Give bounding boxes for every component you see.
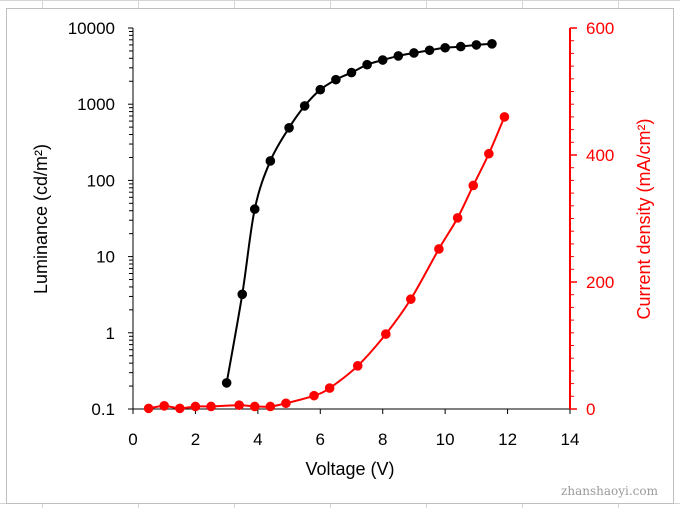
x-tick-label: 2	[191, 430, 200, 449]
y-right-axis-label: Current density (mA/cm²)	[634, 118, 654, 319]
luminance-point	[424, 45, 435, 56]
x-tick-label: 8	[378, 430, 387, 449]
luminance-point	[455, 41, 466, 52]
current-density-point	[234, 400, 244, 410]
x-tick-label: 14	[561, 430, 580, 449]
y-left-tick-label: 1000	[77, 95, 115, 114]
x-axis-label: Voltage (V)	[305, 459, 394, 479]
y-right-tick-label: 200	[586, 273, 614, 292]
y-left-tick-label: 100	[87, 171, 115, 190]
current-density-point	[381, 329, 391, 339]
current-density-point	[159, 401, 170, 411]
current-density-point	[265, 401, 276, 412]
chart-area	[6, 8, 674, 504]
y-left-tick-label: 1	[106, 324, 115, 343]
luminance-point	[315, 84, 326, 95]
luminance-point	[265, 156, 276, 166]
luminance-point	[346, 67, 357, 78]
current-density-point	[324, 383, 335, 393]
current-density-point	[206, 401, 216, 412]
y-left-axis-label: Luminance (cd/m²)	[31, 144, 51, 294]
x-tick-label: 6	[316, 430, 325, 449]
current-density-point	[143, 403, 154, 414]
luminance-line	[225, 42, 493, 384]
luminance-point	[249, 204, 260, 214]
current-density-point	[468, 180, 479, 191]
current-density-point	[309, 390, 319, 401]
luminance-point	[409, 48, 419, 58]
x-tick-label: 12	[498, 430, 517, 449]
current-density-point	[249, 401, 260, 412]
current-density-point	[406, 294, 416, 304]
current-density-line	[148, 116, 506, 410]
y-right-tick-label: 600	[586, 19, 614, 38]
current-density-point	[484, 148, 494, 159]
y-right-tick-label: 400	[586, 146, 614, 165]
luminance-point	[440, 42, 450, 53]
current-density-point	[434, 244, 444, 254]
y-left-tick-label: 0.1	[91, 400, 115, 419]
y-left-tick-label: 10000	[68, 19, 115, 38]
watermark-text: zhanshaoyi.com	[561, 484, 658, 498]
luminance-point	[471, 40, 482, 50]
current-density-point	[190, 401, 201, 412]
current-density-point	[281, 398, 291, 409]
luminance-point	[393, 51, 404, 61]
luminance-point	[299, 101, 310, 111]
luminance-point	[487, 39, 497, 49]
luminance-point	[331, 74, 341, 85]
luminance-point	[377, 55, 388, 65]
current-density-point	[499, 112, 510, 122]
y-left-tick-label: 10	[96, 248, 115, 267]
y-right-tick-label: 0	[586, 400, 595, 419]
luminance-point	[284, 123, 294, 133]
x-tick-label: 10	[436, 430, 455, 449]
luminance-point	[237, 289, 248, 300]
current-density-point	[175, 403, 185, 414]
x-tick-label: 0	[128, 430, 137, 449]
luminance-point	[221, 378, 232, 388]
current-density-point	[452, 213, 463, 223]
x-tick-label: 4	[253, 430, 262, 449]
current-density-point	[352, 361, 363, 371]
luminance-point	[362, 59, 372, 70]
